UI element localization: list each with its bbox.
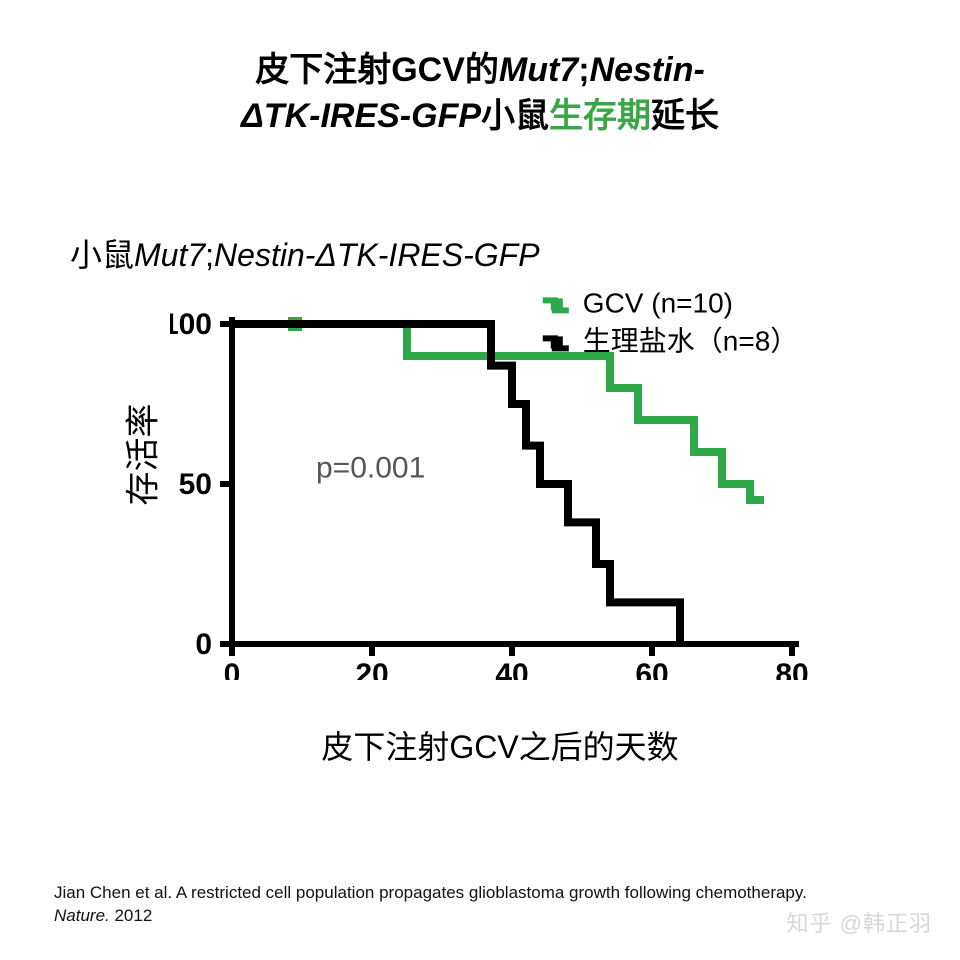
survival-chart: 0 50 100 0 20 40 60 80 p=0.001 GCV (n=10) 生理盐水（n=8… [170,284,820,680]
x-tick-label: 0 [224,658,241,680]
citation-year: 2012 [110,906,153,925]
title-italic: Mut7 [499,51,578,89]
title-part: 小鼠 [481,97,549,135]
title-line-2: ΔTK-IRES-GFP小鼠生存期延长 [0,94,960,140]
x-axis-label: 皮下注射GCV之后的天数 [220,722,780,768]
title-part: ; [578,51,589,89]
title-green: 生存期 [549,97,651,135]
citation-journal: Nature. [54,906,110,925]
subtitle-prefix: 小鼠 [70,237,134,273]
panel-label: 小鼠Mut7;Nestin-ΔTK-IRES-GFP [70,230,540,276]
y-tick-label: 100 [170,308,212,341]
chart-svg: 0 50 100 0 20 40 60 80 p=0.001 GCV (n=10) 生理盐水（n=8… [170,284,820,680]
legend-label: GCV (n=10) [583,287,733,318]
legend-marker-icon [551,336,563,348]
x-tick-label: 60 [635,658,668,680]
watermark: 知乎 @韩正羽 [787,906,932,938]
citation-line: Jian Chen et al. A restricted cell popul… [54,882,807,905]
x-tick-label: 40 [495,658,528,680]
y-tick-label: 50 [179,468,212,501]
citation: Jian Chen et al. A restricted cell popul… [54,882,807,928]
y-tick-label: 0 [195,628,212,661]
subtitle-italic: Nestin-ΔTK-IRES-GFP [214,237,540,273]
subtitle-sep: ; [205,237,214,273]
legend-label: 生理盐水（n=8） [583,325,799,356]
title-italic: ΔTK-IRES-GFP [241,97,481,135]
title-part: 延长 [651,97,719,135]
legend-marker-icon [551,298,563,310]
title-italic: Nestin- [590,51,705,89]
x-tick-label: 80 [775,658,808,680]
citation-line: Nature. 2012 [54,905,807,928]
title-part: 皮下注射GCV的 [255,51,499,89]
subtitle-italic: Mut7 [134,237,205,273]
x-tick-label: 20 [355,658,388,680]
p-value-label: p=0.001 [316,452,425,485]
y-axis-label: 存活率 [116,355,165,555]
figure-title: 皮下注射GCV的Mut7;Nestin- ΔTK-IRES-GFP小鼠生存期延长 [0,48,960,140]
title-line-1: 皮下注射GCV的Mut7;Nestin- [0,48,960,94]
